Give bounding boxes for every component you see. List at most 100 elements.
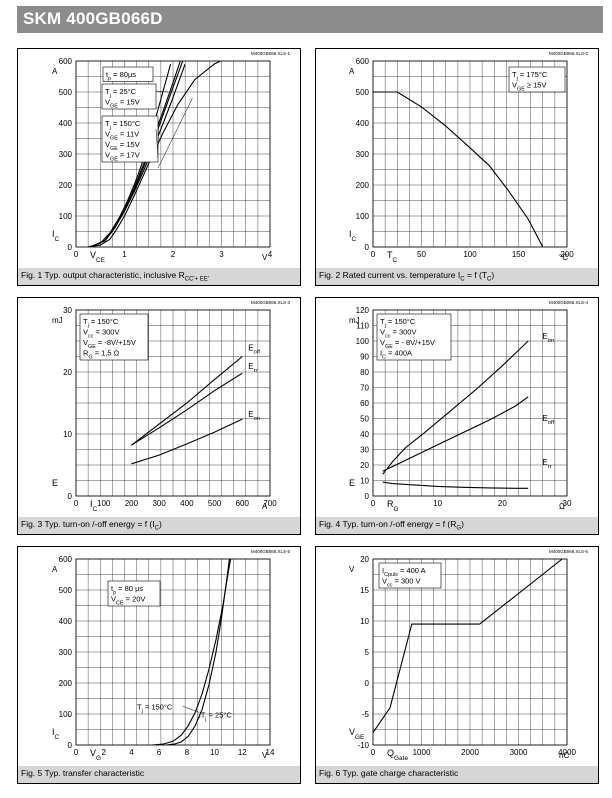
x-axis-label: VCE xyxy=(90,250,106,264)
x-tick-label: 0 xyxy=(371,499,376,508)
leader-line xyxy=(196,716,201,721)
series-line-1 xyxy=(131,356,243,446)
y-tick-label: 30 xyxy=(63,306,72,315)
series-label-off: Eoff xyxy=(248,344,260,356)
legend-entry: Vcc = 300V xyxy=(83,328,119,340)
figure-caption: Fig. 5 Typ. transfer characteristic xyxy=(21,768,145,778)
y-tick-label: 10 xyxy=(360,617,369,626)
x-tick-label: 600 xyxy=(236,499,250,508)
y-tick-label: -5 xyxy=(362,710,370,719)
series-line-2 xyxy=(382,396,529,472)
y-tick-label: 200 xyxy=(59,679,73,688)
y-tick-label: 100 xyxy=(59,212,73,221)
x-tick-label: 2000 xyxy=(461,748,479,757)
x-tick-label: 6 xyxy=(157,748,162,757)
x-tick-label: 100 xyxy=(463,250,477,259)
y-axis-unit: A xyxy=(52,565,58,574)
y-tick-label: 400 xyxy=(356,119,370,128)
y-tick-label: 70 xyxy=(360,384,369,393)
y-tick-label: 500 xyxy=(356,88,370,97)
legend-entry: Tj = 150°C xyxy=(83,317,119,329)
figure-caption: Fig. 6 Typ. gate charge characteristic xyxy=(319,768,459,778)
y-tick-label: 0 xyxy=(68,243,73,252)
legend-entry: VGE = 15V xyxy=(105,98,140,110)
legend-frame xyxy=(101,83,157,110)
figure-caption: Fig. 3 Typ. turn-on /-off energy = f (IC… xyxy=(21,519,162,532)
file-reference: M400GB066.XLS-5 xyxy=(251,549,291,554)
legend-entry: VGE = -8V/+15V xyxy=(83,338,136,350)
x-tick-label: 700 xyxy=(263,499,277,508)
y-tick-label: 60 xyxy=(360,399,369,408)
legend-entry: Tj = 150°C xyxy=(380,317,416,329)
y-tick-label: 0 xyxy=(68,741,73,750)
legend-entry: Tj = 150°C xyxy=(105,119,141,131)
y-axis-label: IC xyxy=(52,727,60,741)
legend-entry: VGE = 17V xyxy=(105,151,140,163)
x-tick-label: 200 xyxy=(125,499,139,508)
y-axis-label: IC xyxy=(52,229,60,243)
caption-bar: Fig. 5 Typ. transfer characteristic xyxy=(18,766,300,783)
x-tick-label: 4 xyxy=(129,748,134,757)
y-tick-label: 110 xyxy=(356,322,369,331)
y-tick-label: 80 xyxy=(360,368,369,377)
y-tick-label: 300 xyxy=(59,150,73,159)
legend-entry: VGE ≥ 15V xyxy=(512,81,546,93)
y-tick-label: 0 xyxy=(365,492,370,501)
series-line-5 xyxy=(87,63,172,247)
x-tick-label: 1000 xyxy=(413,748,431,757)
x-axis-unit: A xyxy=(262,502,268,511)
legend-entry: Tj = 25°C xyxy=(105,87,137,99)
x-tick-label: 0 xyxy=(74,748,79,757)
legend-entry: tp = 80 µs xyxy=(111,584,143,596)
y-tick-label: 15 xyxy=(360,586,369,595)
caption-bar: Fig. 4 Typ. turn-on /-off energy = f (RG… xyxy=(316,517,598,534)
plot-frame xyxy=(75,558,271,746)
chart-panel-fig1: M400GB066.XLS-1 0 100 200 300 400 500 600 0 1 2 3 4 I… xyxy=(17,48,301,286)
y-axis-label: E xyxy=(349,478,355,488)
x-tick-label: 8 xyxy=(185,748,190,757)
chart-panel-fig3: M400GB066.XLS-3 0 10 20 30 0 100 200 300 400 500 60… xyxy=(17,297,301,535)
y-tick-label: 100 xyxy=(356,212,370,221)
leader-line xyxy=(155,129,159,159)
legend-entry: VCE = 20V xyxy=(111,595,145,607)
x-tick-label: 20 xyxy=(498,499,507,508)
x-axis-unit: °C xyxy=(559,253,568,262)
figure-caption: Fig. 2 Rated current vs. temperature IC … xyxy=(319,270,495,283)
caption-bar: Fig. 6 Typ. gate charge characteristic xyxy=(316,766,598,783)
x-tick-label: 3000 xyxy=(510,748,528,757)
x-axis-label: QGate xyxy=(387,748,408,762)
chart-svg-fig6: M400GB066.XLS-6 -10 -5 0 5 10 15 20 0 1000 2000 300… xyxy=(349,549,588,762)
leader-lines xyxy=(155,90,193,169)
x-tick-label: 30 xyxy=(563,499,572,508)
series-line-1 xyxy=(373,559,563,733)
x-axis-label: VG xyxy=(90,748,101,762)
x-tick-label: 0 xyxy=(74,250,79,259)
legend-box: tp = 80µs xyxy=(102,66,154,82)
x-axis-label: IC xyxy=(90,499,98,513)
chart-panel-fig2: M400GB066.XLS-2 0 100 200 300 400 500 600 0 50 100… xyxy=(315,48,599,286)
caption-bar: Fig. 2 Rated current vs. temperature IC … xyxy=(316,268,598,285)
series-group xyxy=(382,340,529,489)
x-tick-label: 2 xyxy=(171,250,176,259)
y-tick-label: 40 xyxy=(360,430,369,439)
plot-frame xyxy=(75,309,271,497)
x-tick-label: 2 xyxy=(101,748,106,757)
leader-line xyxy=(157,98,193,169)
chart-svg-fig1: M400GB066.XLS-1 0 100 200 300 400 500 600 0 1 2 3 4 I… xyxy=(52,51,290,264)
legend-entry: Vcc = 300V xyxy=(380,328,416,340)
series-group xyxy=(373,559,563,733)
y-tick-label: -10 xyxy=(357,741,369,750)
y-axis-label: VGE xyxy=(349,727,365,741)
y-tick-label: 10 xyxy=(63,430,72,439)
legend-entry: VGE = 11V xyxy=(105,130,139,142)
y-axis-label: IC xyxy=(349,229,357,243)
plot-frame xyxy=(75,60,271,248)
x-tick-label: 4000 xyxy=(558,748,576,757)
y-tick-label: 600 xyxy=(356,57,370,66)
y-axis-unit: A xyxy=(52,67,58,76)
x-axis-label: RG xyxy=(387,499,399,513)
series-label-rr: Err xyxy=(248,362,257,374)
y-tick-label: 200 xyxy=(356,181,370,190)
